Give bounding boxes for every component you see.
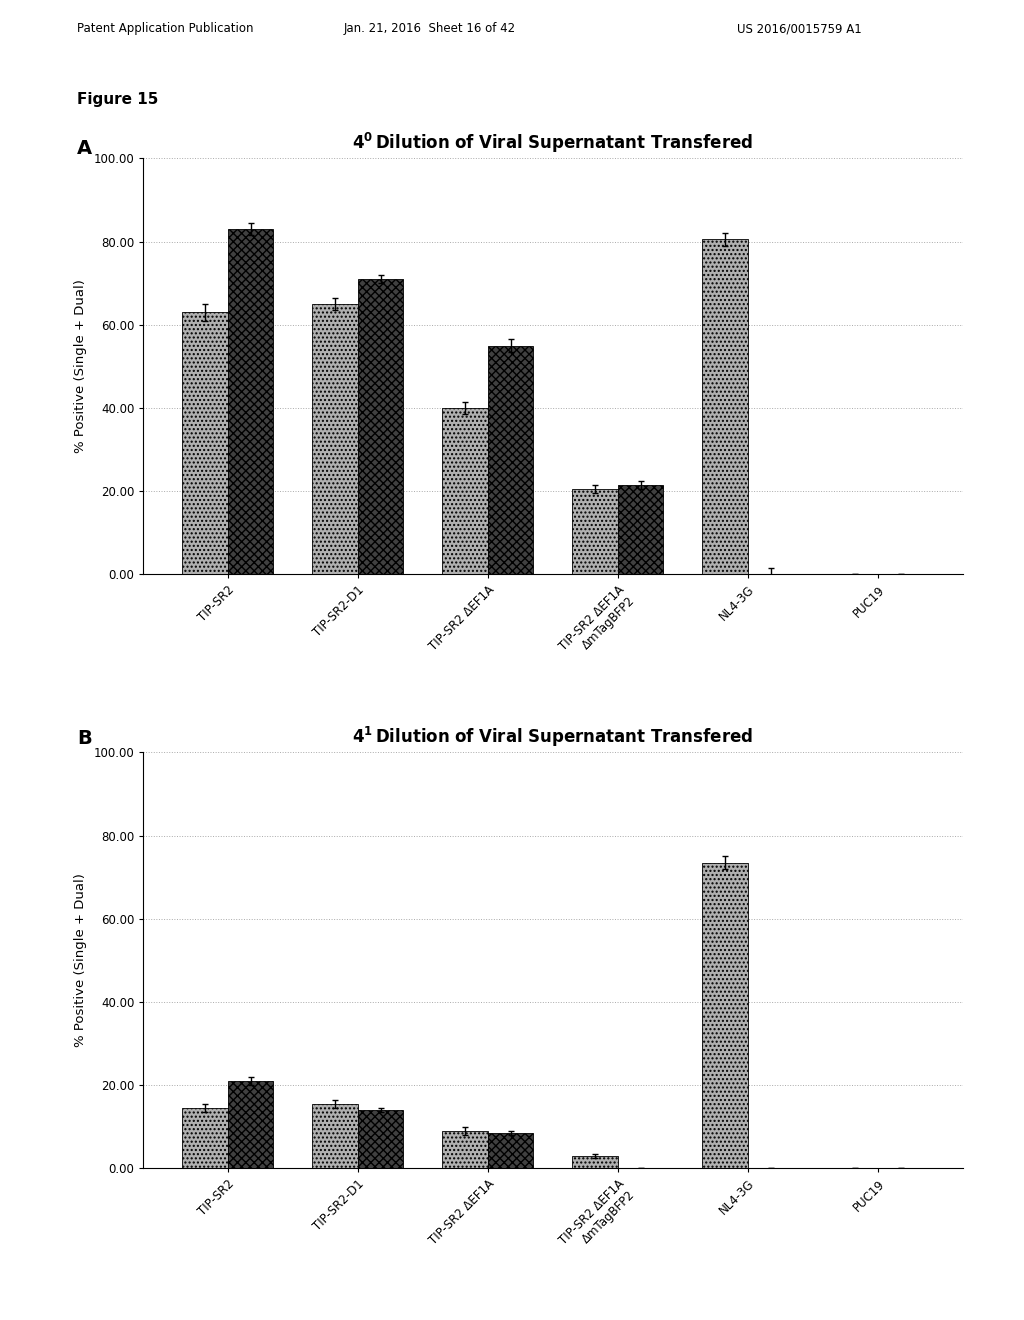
Text: US 2016/0015759 A1: US 2016/0015759 A1: [737, 22, 862, 36]
Text: Figure 15: Figure 15: [77, 92, 158, 107]
Bar: [488, 1133, 534, 1168]
Text: B: B: [77, 729, 91, 747]
Text: A: A: [77, 139, 92, 157]
Title: $\mathbf{4}^{\mathbf{1}}$$\mathbf{\,Dilution\ of\ Viral\ Supernatant\ Transfered: $\mathbf{4}^{\mathbf{1}}$$\mathbf{\,Dilu…: [352, 725, 754, 748]
Bar: [228, 1081, 273, 1168]
Text: Patent Application Publication: Patent Application Publication: [77, 22, 253, 36]
Bar: [442, 1131, 488, 1168]
Bar: [182, 313, 228, 574]
Bar: [572, 1156, 617, 1168]
Bar: [702, 239, 748, 574]
Y-axis label: % Positive (Single + Dual): % Positive (Single + Dual): [74, 280, 87, 453]
Bar: [312, 304, 358, 574]
Bar: [182, 1107, 228, 1168]
Title: $\mathbf{4}^{\mathbf{0}}$$\mathbf{\,Dilution\ of\ Viral\ Supernatant\ Transfered: $\mathbf{4}^{\mathbf{0}}$$\mathbf{\,Dilu…: [352, 131, 754, 154]
Bar: [442, 408, 488, 574]
Bar: [702, 862, 748, 1168]
Legend: AVG SUM HIV, AVG SUM TIP: AVG SUM HIV, AVG SUM TIP: [436, 797, 670, 809]
Bar: [312, 1104, 358, 1168]
Bar: [488, 346, 534, 574]
Bar: [617, 484, 664, 574]
Y-axis label: % Positive (Single + Dual): % Positive (Single + Dual): [74, 874, 87, 1047]
Bar: [228, 230, 273, 574]
Bar: [358, 279, 403, 574]
Bar: [358, 1110, 403, 1168]
Text: Jan. 21, 2016  Sheet 16 of 42: Jan. 21, 2016 Sheet 16 of 42: [344, 22, 516, 36]
Bar: [572, 488, 617, 574]
